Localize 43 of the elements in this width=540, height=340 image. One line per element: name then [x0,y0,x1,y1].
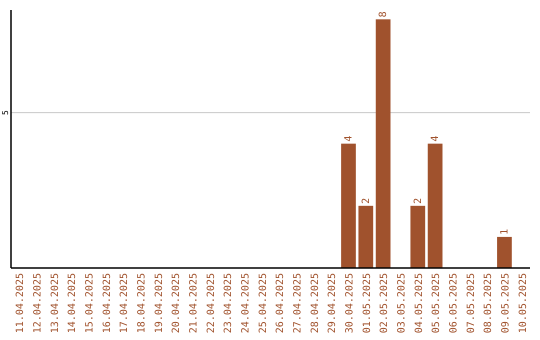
data-label: 2 [412,198,424,204]
x-tick-label: 08.05.2025 [483,273,494,334]
x-tick-label: 25.04.2025 [258,273,269,334]
bar [376,19,391,268]
x-tick-label: 20.04.2025 [171,273,182,334]
data-label: 4 [430,136,442,142]
data-label: 4 [343,136,354,142]
y-tick-label: 5 [1,110,10,115]
data-label: 1 [499,228,510,235]
x-tick-label: 17.04.2025 [119,273,130,334]
x-tick-label: 12.04.2025 [32,273,44,334]
x-tick-label: 16.04.2025 [102,273,113,334]
bar [358,206,374,268]
x-tick-label: 10.05.2025 [518,273,529,334]
x-tick-label: 24.04.2025 [240,273,252,334]
x-tick-label: 23.04.2025 [223,273,234,334]
data-label: 8 [378,11,390,18]
data-label: 2 [360,198,372,204]
x-tick-label: 19.04.2025 [154,273,165,334]
x-tick-label: 30.04.2025 [344,273,356,334]
x-tick-label: 21.04.2025 [188,273,200,334]
x-tick-label: 22.04.2025 [206,273,217,334]
bar [410,206,426,268]
x-tick-label: 18.04.2025 [136,273,148,334]
x-tick-label: 04.05.2025 [414,273,425,334]
x-tick-label: 02.05.2025 [379,273,390,334]
x-tick-label: 05.05.2025 [431,273,442,334]
bar [497,236,512,268]
x-tick-label: 13.04.2025 [50,273,61,334]
x-tick-label: 27.04.2025 [292,273,304,334]
bar [428,144,442,268]
x-tick-label: 06.05.2025 [448,273,460,334]
x-tick-label: 29.04.2025 [327,273,338,334]
x-tick-label: 11.04.2025 [15,273,26,334]
x-tick-label: 14.04.2025 [67,273,78,334]
bar [341,144,356,268]
x-tick-label: 07.05.2025 [466,273,477,334]
x-tick-label: 26.04.2025 [275,273,286,334]
x-tick-label: 03.05.2025 [396,273,408,334]
x-tick-label: 09.05.2025 [500,273,512,334]
x-tick-label: 28.04.2025 [310,273,321,334]
x-tick-label: 15.04.2025 [84,273,96,334]
x-tick-label: 01.05.2025 [362,273,373,334]
